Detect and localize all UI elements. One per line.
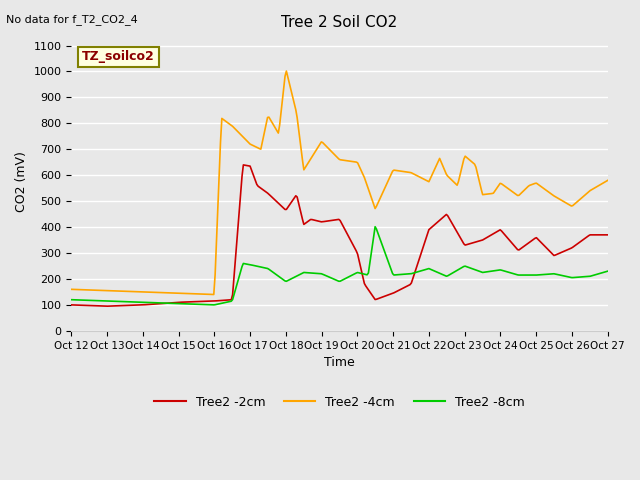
- Legend: Tree2 -2cm, Tree2 -4cm, Tree2 -8cm: Tree2 -2cm, Tree2 -4cm, Tree2 -8cm: [149, 391, 530, 414]
- Text: TZ_soilco2: TZ_soilco2: [82, 50, 155, 63]
- Title: Tree 2 Soil CO2: Tree 2 Soil CO2: [282, 15, 397, 30]
- Text: No data for f_T2_CO2_4: No data for f_T2_CO2_4: [6, 14, 138, 25]
- Y-axis label: CO2 (mV): CO2 (mV): [15, 151, 28, 212]
- X-axis label: Time: Time: [324, 356, 355, 369]
